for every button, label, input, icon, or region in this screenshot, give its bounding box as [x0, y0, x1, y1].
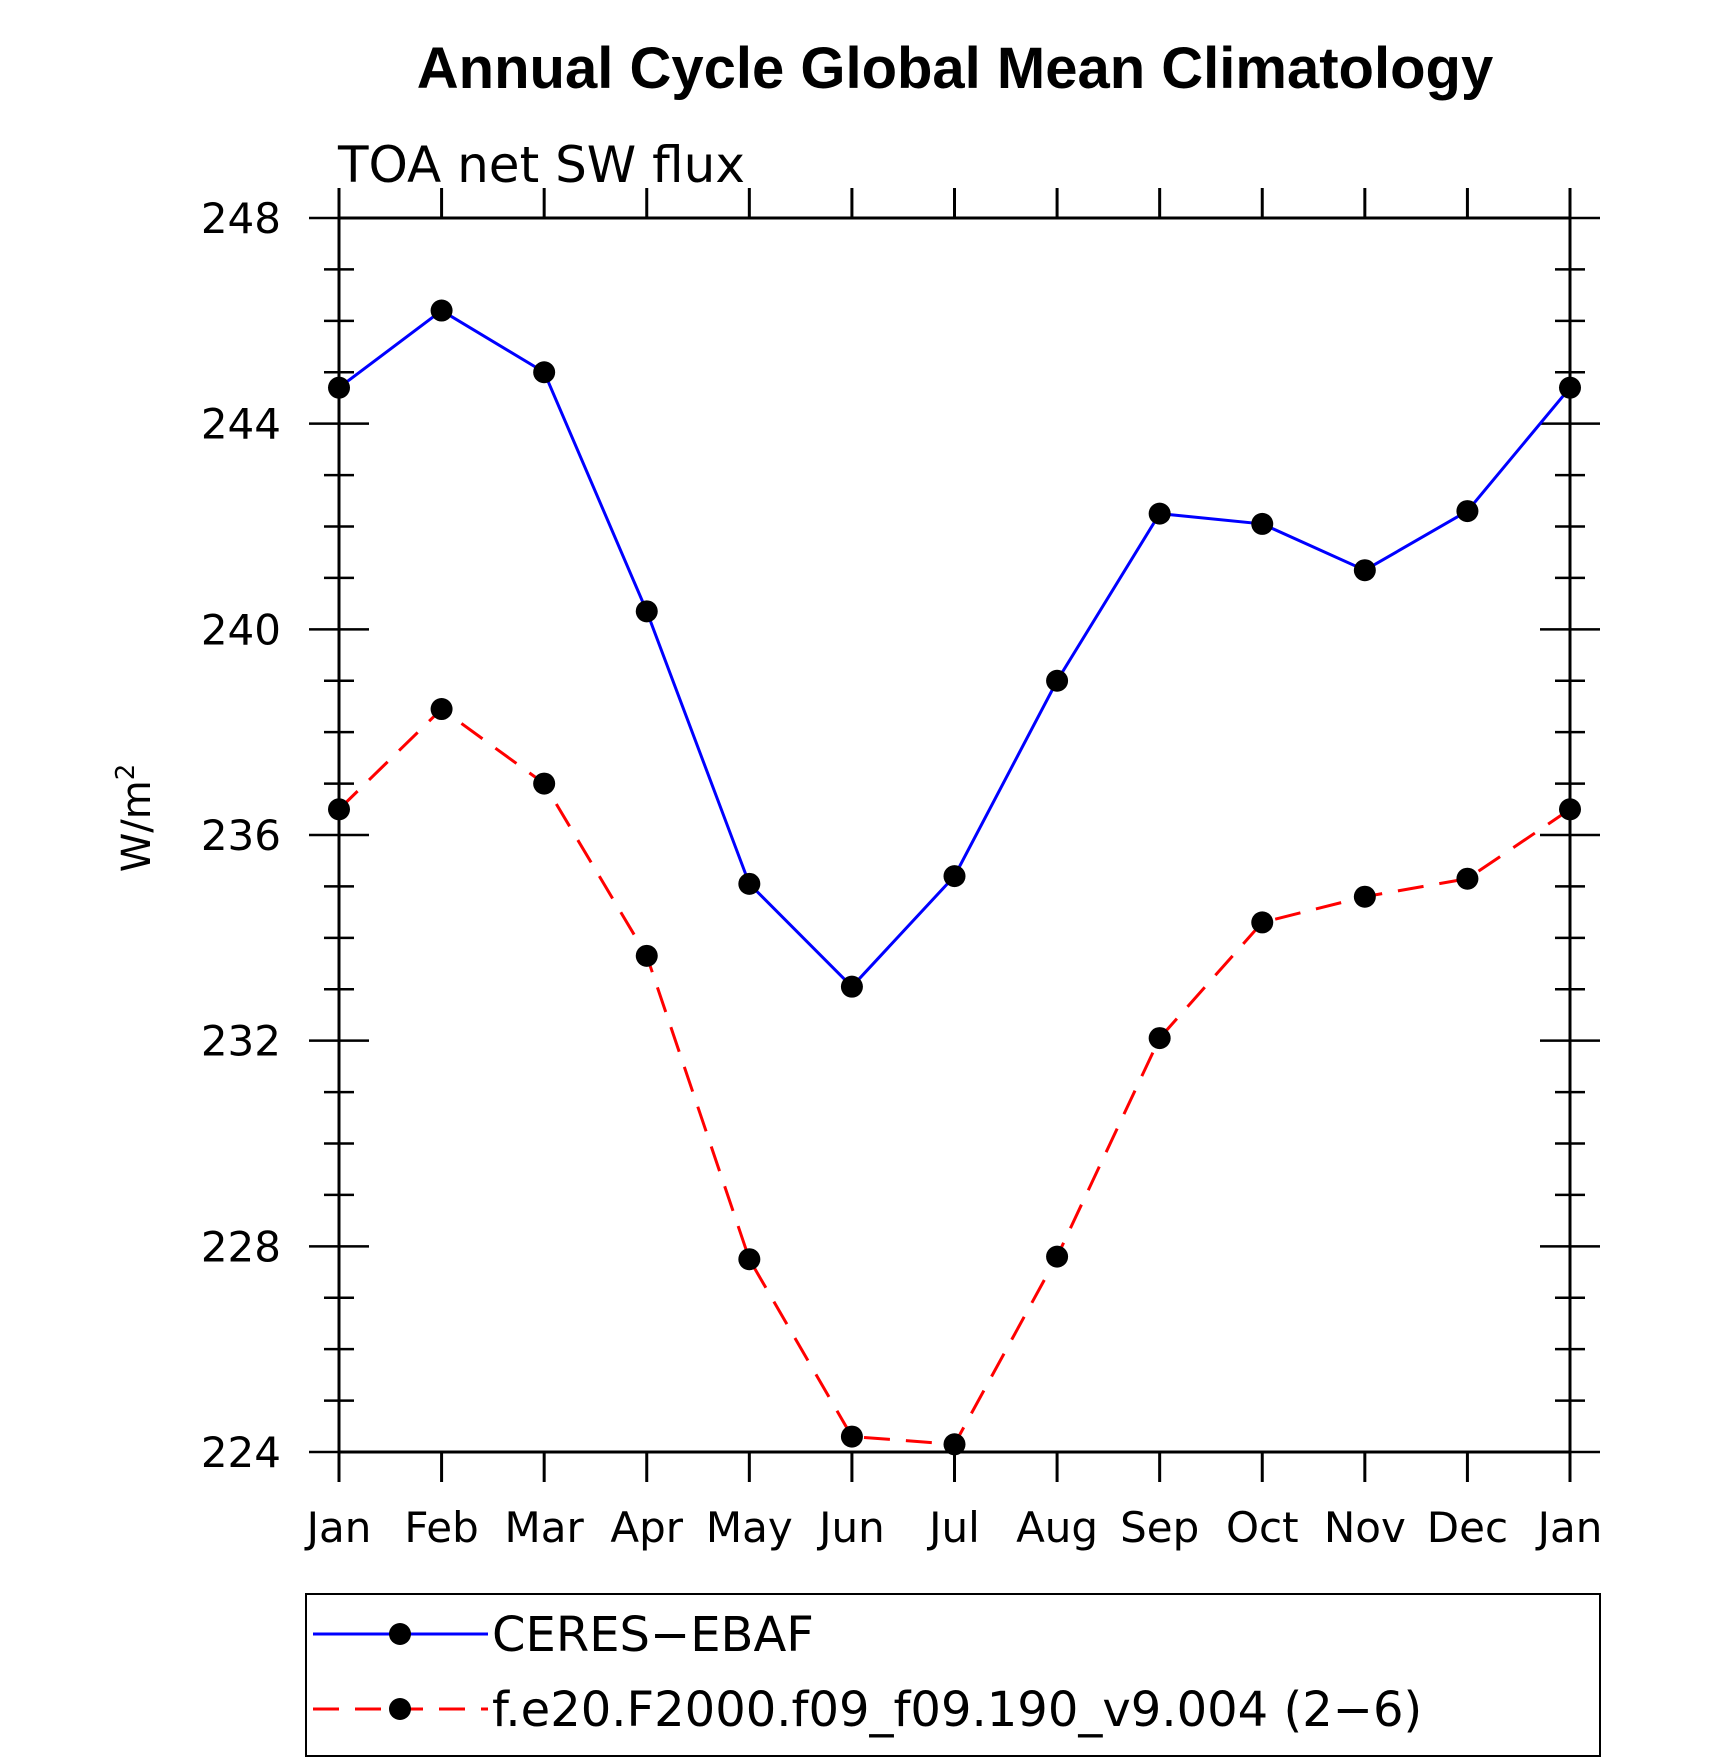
x-tick-label: Aug [1016, 1503, 1098, 1552]
x-tick-label: Nov [1324, 1503, 1406, 1552]
y-tick-labels: 224 228 232 236 240 244 248 [201, 194, 281, 1477]
series-0-point [430, 299, 453, 322]
x-tick-label: Jun [816, 1503, 885, 1552]
series-1-point [533, 772, 556, 795]
plot-frame [337, 216, 1572, 1454]
legend-entries: CERES−EBAF f.e20.F2000.f09_f09.190_v9.004… [313, 1607, 1422, 1738]
series-0-point [1148, 502, 1171, 525]
series-0-point [533, 361, 556, 384]
series-0-point [1251, 512, 1274, 535]
x-tick-label: Mar [505, 1503, 585, 1552]
series-0-point [943, 865, 966, 888]
legend-marker-1 [389, 1698, 411, 1720]
x-tick-label: Oct [1226, 1503, 1299, 1552]
series-1-point [1046, 1245, 1069, 1268]
series-0-point [840, 975, 863, 998]
series-0-point [1353, 559, 1376, 582]
series-1-point [1251, 911, 1274, 934]
x-tick-labels: Jan Feb Mar Apr May Jun Jul Aug Sep Oct Nov Dec Jan [304, 1503, 1603, 1552]
series-1-point [1148, 1027, 1171, 1050]
axis-ticks [309, 188, 1600, 1482]
x-tick-label: Sep [1120, 1503, 1199, 1552]
y-tick-label: 244 [201, 400, 281, 449]
y-tick-label: 228 [201, 1222, 281, 1271]
y-axis-label: W/m2 [111, 764, 160, 873]
series-1-point [738, 1248, 761, 1271]
y-tick-label: 248 [201, 194, 281, 243]
y-tick-label: 224 [201, 1428, 281, 1477]
series-1-point [430, 698, 453, 721]
series-1-point [635, 944, 658, 967]
x-tick-label: Dec [1427, 1503, 1508, 1552]
chart-subtitle: TOA net SW flux [337, 136, 745, 194]
series-0-point [738, 872, 761, 895]
x-tick-label: Jan [1535, 1503, 1603, 1552]
x-tick-label: Apr [610, 1503, 683, 1552]
series-1-point [943, 1433, 966, 1456]
series-1-point [1456, 867, 1479, 890]
x-tick-label: Jul [926, 1503, 980, 1552]
legend-label-0: CERES−EBAF [492, 1607, 814, 1663]
x-tick-label: Feb [404, 1503, 478, 1552]
y-axis-label-superscript: 2 [111, 764, 141, 781]
x-tick-label: May [706, 1503, 793, 1552]
series-line-1 [337, 707, 1571, 1446]
series-markers [328, 299, 1581, 1456]
series-0-point [635, 600, 658, 623]
series-0-point [1456, 500, 1479, 523]
y-tick-label: 236 [201, 811, 281, 860]
y-axis-label-text: W/m [114, 780, 160, 872]
legend-label-1: f.e20.F2000.f09_f09.190_v9.004 (2−6) [492, 1682, 1422, 1738]
legend-marker-0 [389, 1623, 411, 1645]
y-tick-label: 232 [201, 1017, 281, 1066]
legend: CERES−EBAF f.e20.F2000.f09_f09.190_v9.004… [305, 1593, 1601, 1757]
series-1-point [840, 1425, 863, 1448]
series-1-point [1353, 885, 1376, 908]
y-tick-label: 240 [201, 605, 281, 654]
chart-title: Annual Cycle Global Mean Climatology [417, 36, 1493, 101]
x-tick-label: Jan [304, 1503, 372, 1552]
legend-box [305, 1593, 1601, 1757]
series-0-point [1046, 669, 1069, 692]
